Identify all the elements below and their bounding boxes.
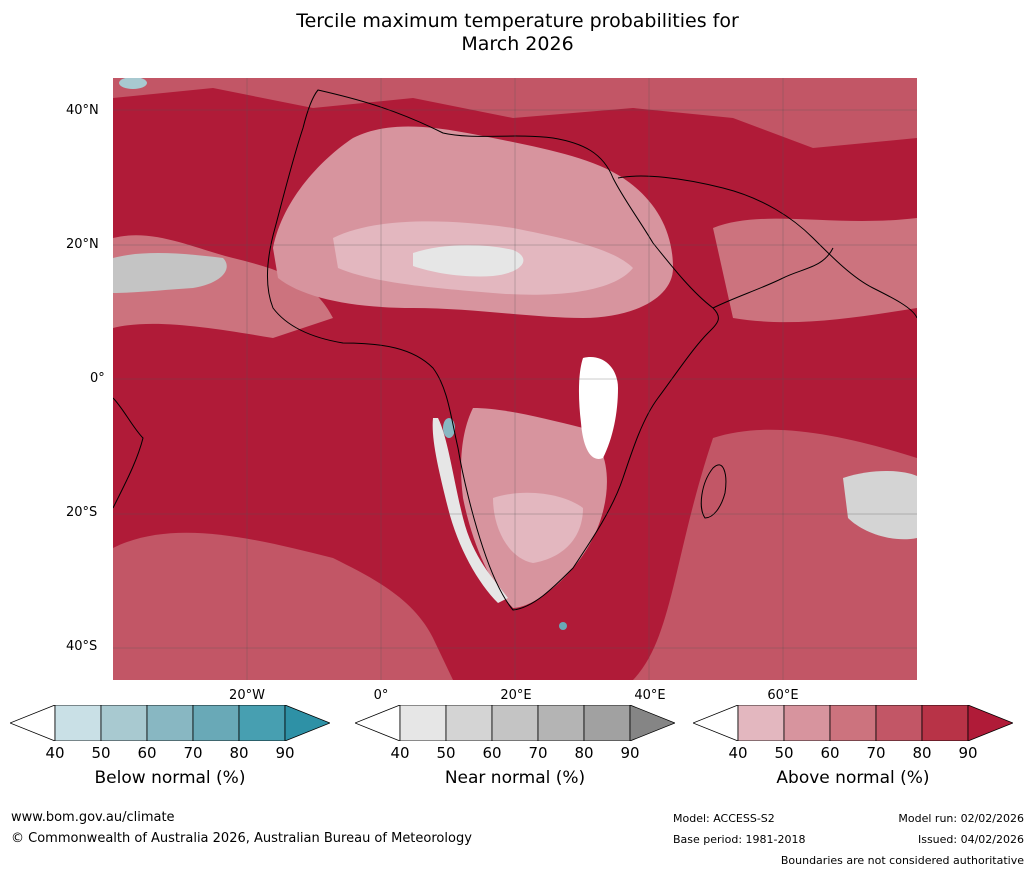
colorbar-segment — [192, 705, 240, 741]
colorbar-segment — [100, 705, 148, 741]
colorbar-over-triangle — [284, 705, 330, 741]
region-below-angola — [443, 418, 455, 438]
colorbar-tick-label: 90 — [620, 744, 640, 762]
colorbar-tick-label: 90 — [958, 744, 978, 762]
colorbar-tick-label: 60 — [137, 744, 157, 762]
colorbar-segment — [146, 705, 194, 741]
lat-label-0: 0° — [90, 371, 105, 386]
colorbar-tick-label: 80 — [912, 744, 932, 762]
footer-copyright: © Commonwealth of Australia 2026, Austra… — [11, 831, 472, 846]
region-above-80-south — [113, 532, 453, 680]
colorbar-tick-label: 40 — [390, 744, 410, 762]
colorbar-under-triangle — [10, 705, 56, 741]
region-near-indian — [843, 471, 917, 540]
region-above-70-ne — [713, 218, 917, 323]
coastline-madagascar — [700, 464, 727, 519]
colorbar-tick-label: 80 — [574, 744, 594, 762]
region-near-sahara — [413, 245, 524, 277]
coastline-africa — [266, 89, 719, 611]
title-line-1: Tercile maximum temperature probabilitie… — [296, 10, 739, 32]
region-below-south — [559, 622, 567, 630]
colorbar-segment — [783, 705, 831, 741]
colorbar-segment — [238, 705, 286, 741]
colorbar-under-triangle — [355, 705, 401, 741]
footer-model: Model: ACCESS-S2 — [673, 812, 775, 825]
colorbar-label-above: Above normal (%) — [776, 768, 930, 788]
footer-model-run: Model run: 02/02/2026 — [898, 812, 1024, 825]
colorbar-tick-label: 70 — [866, 744, 886, 762]
colorbar-svg — [355, 705, 675, 741]
colorbar-tick-label: 60 — [482, 744, 502, 762]
colorbar-label-near: Near normal (%) — [444, 768, 586, 788]
colorbar-segment — [54, 705, 102, 741]
colorbar-near-normal — [355, 705, 675, 741]
colorbar-tick-label: 50 — [91, 744, 111, 762]
colorbar-tick-label: 60 — [820, 744, 840, 762]
colorbar-tick-label: 70 — [183, 744, 203, 762]
probability-map — [113, 78, 917, 680]
lat-label-40n: 40°N — [66, 103, 99, 118]
lon-label-20w: 20°W — [229, 688, 265, 703]
colorbar-segment — [829, 705, 877, 741]
region-near-atlantic — [113, 253, 227, 293]
footer-issued: Issued: 04/02/2026 — [917, 833, 1024, 846]
colorbar-segment — [445, 705, 493, 741]
colorbar-below-normal — [10, 705, 330, 741]
lon-label-20e: 20°E — [500, 688, 532, 703]
colorbar-tick-label: 40 — [45, 744, 65, 762]
colorbar-segment — [583, 705, 631, 741]
colorbar-segment — [875, 705, 923, 741]
footer-base-period: Base period: 1981-2018 — [673, 833, 806, 846]
colorbar-tick-label: 50 — [436, 744, 456, 762]
colorbar-label-below: Below normal (%) — [94, 768, 246, 788]
lat-label-20n: 20°N — [66, 237, 99, 252]
colorbar-segment — [491, 705, 539, 741]
footer-website: www.bom.gov.au/climate — [11, 810, 175, 825]
coastline-south-america — [113, 397, 144, 509]
graticule — [113, 78, 917, 680]
colorbar-svg — [10, 705, 330, 741]
footer-disclaimer: Boundaries are not considered authoritat… — [780, 854, 1024, 867]
chart-title: Tercile maximum temperature probabilitie… — [0, 10, 1035, 56]
colorbar-tick-label: 80 — [229, 744, 249, 762]
lon-label-40e: 40°E — [634, 688, 666, 703]
region-sw-coast — [432, 418, 508, 603]
colorbar-svg — [693, 705, 1013, 741]
colorbar-tick-label: 40 — [728, 744, 748, 762]
region-below-nw — [119, 78, 147, 89]
lon-label-60e: 60°E — [767, 688, 799, 703]
lat-label-20s: 20°S — [66, 505, 98, 520]
colorbar-segment — [537, 705, 585, 741]
colorbar-above-normal — [693, 705, 1013, 741]
region-east-africa — [578, 357, 618, 459]
colorbar-tick-label: 70 — [528, 744, 548, 762]
lon-label-0: 0° — [373, 688, 389, 703]
lat-label-40s: 40°S — [66, 639, 98, 654]
colorbar-tick-label: 90 — [275, 744, 295, 762]
region-land-south-light — [493, 492, 583, 563]
colorbar-segment — [399, 705, 447, 741]
colorbar-segment — [921, 705, 969, 741]
colorbar-over-triangle — [629, 705, 675, 741]
colorbar-segment — [737, 705, 785, 741]
colorbar-under-triangle — [693, 705, 739, 741]
colorbar-over-triangle — [967, 705, 1013, 741]
title-line-2: March 2026 — [461, 33, 574, 55]
colorbar-tick-label: 50 — [774, 744, 794, 762]
